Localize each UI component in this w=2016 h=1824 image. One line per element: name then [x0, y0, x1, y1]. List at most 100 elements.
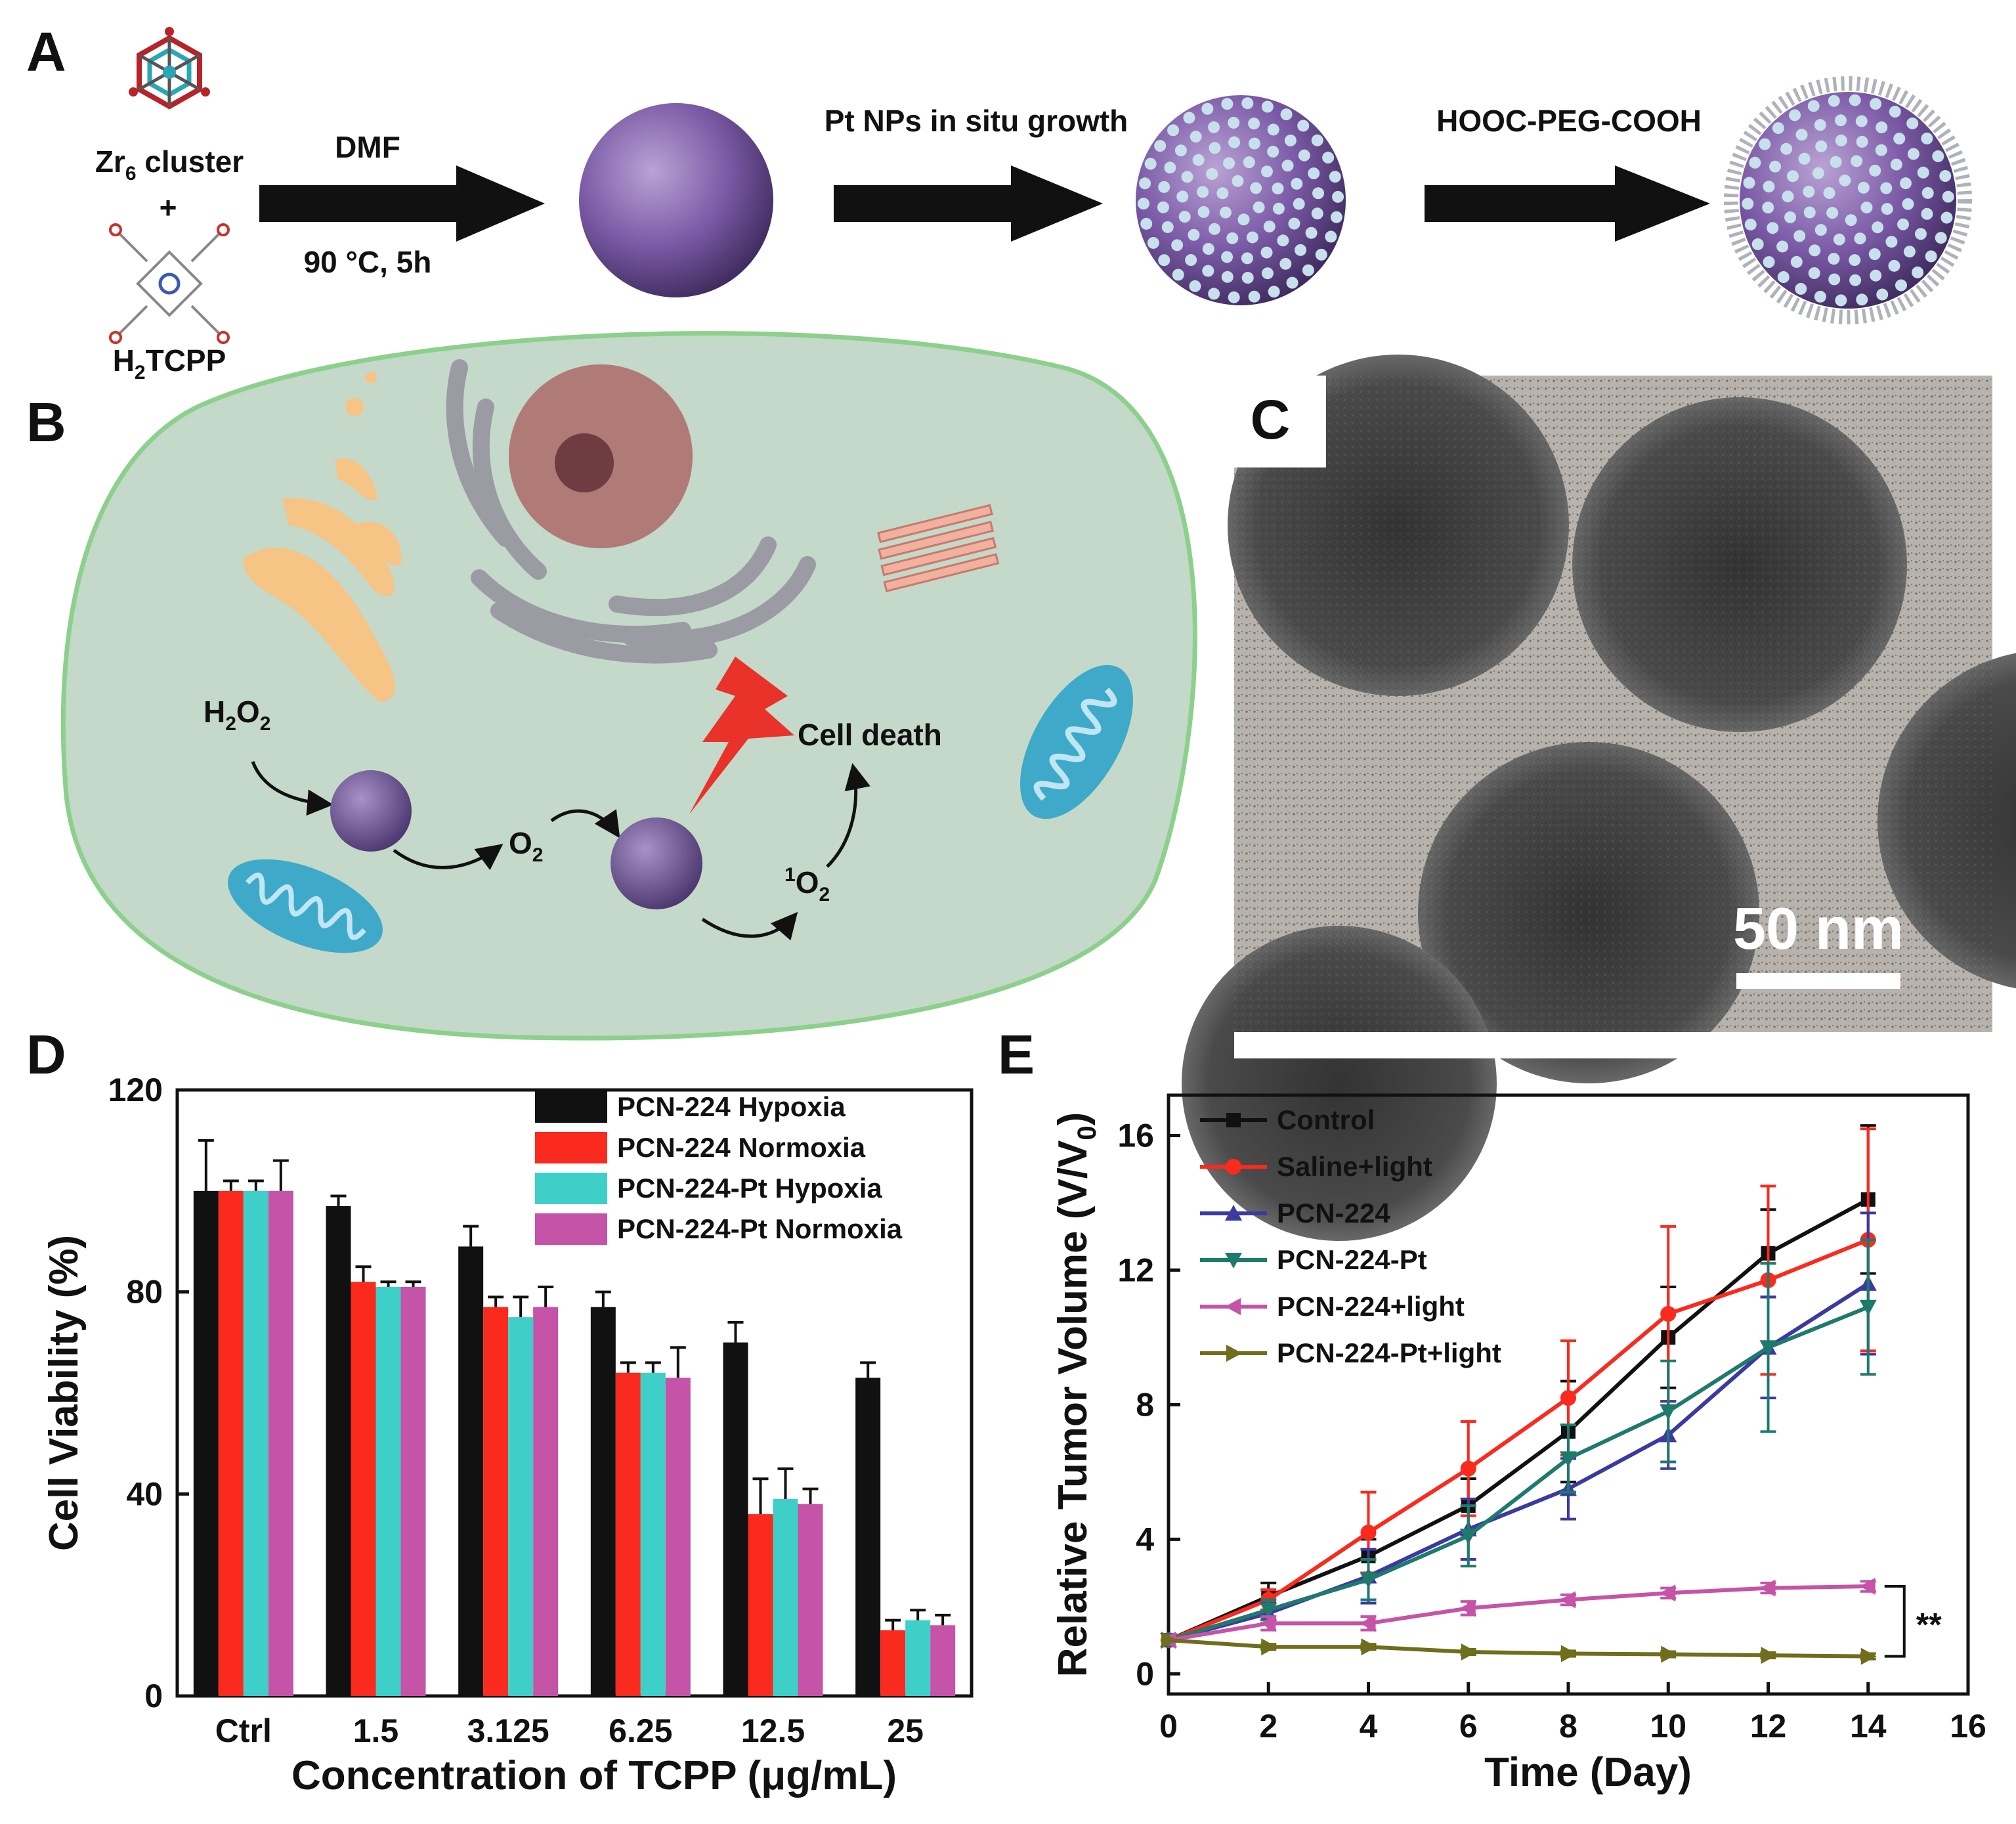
pt-nanoparticle-dot: [1302, 264, 1314, 276]
pt-nanoparticle-dot: [1769, 160, 1782, 173]
legend-swatch: [535, 1132, 607, 1163]
data-point: [1759, 1340, 1777, 1357]
peg-coated-sphere-icon: [1724, 76, 1972, 324]
data-point: [1226, 1159, 1241, 1175]
bar: [640, 1372, 666, 1696]
pt-nanoparticle-dot: [1260, 165, 1273, 178]
data-point: [1226, 1113, 1241, 1127]
panel-b-label: B: [26, 391, 66, 453]
pt-nanoparticle-dot: [1803, 185, 1815, 198]
pt-nanoparticle-dot: [1907, 148, 1919, 160]
pt-nanoparticle-dot: [1749, 156, 1761, 169]
arrow-to-np2: [550, 809, 620, 838]
data-point: [1226, 1345, 1242, 1362]
bar: [798, 1504, 823, 1696]
golgi-icon: [243, 372, 402, 703]
pt-nanoparticle-dot: [1308, 167, 1320, 180]
pt-nanoparticle-dot: [1144, 158, 1157, 170]
x-tick-label: 14: [1850, 1708, 1887, 1745]
pt-nanoparticle-dot: [1830, 156, 1842, 168]
pt-decorated-sphere-icon: [1136, 95, 1346, 305]
pt-nanoparticle-dot: [1219, 206, 1232, 219]
pt-nanoparticle-dot: [1742, 198, 1754, 210]
step1-top-label: DMF: [335, 130, 400, 164]
plot-frame: [175, 1088, 974, 1698]
pt-nanoparticle-dot: [1857, 181, 1870, 194]
data-point: [1661, 1645, 1677, 1663]
pt-nanoparticle-dot: [1250, 182, 1262, 194]
pt-nanoparticle-dot: [1941, 211, 1953, 224]
pt-nanoparticle-dot: [1881, 203, 1893, 215]
pt-nanoparticle-dot: [1795, 129, 1808, 141]
pt-nanoparticle-dot: [1814, 290, 1826, 303]
pt-nanoparticle-dot: [1157, 201, 1169, 213]
pt-nanoparticle-dot: [1202, 265, 1214, 277]
pt-nanoparticle-dot: [1798, 152, 1811, 165]
x-tick-label: 12: [1750, 1708, 1787, 1745]
bar: [268, 1190, 293, 1696]
pt-nanoparticle-dot: [1295, 244, 1307, 256]
pt-nanoparticle-dot: [1835, 134, 1847, 146]
pt-nanoparticle-dot: [1784, 211, 1797, 223]
pt-nanoparticle-dot: [1248, 118, 1260, 130]
legend-label: PCN-224+light: [1277, 1291, 1465, 1322]
pt-nanoparticle-dot: [1759, 138, 1771, 150]
bar: [723, 1342, 748, 1696]
pt-nanoparticle-dot: [1889, 106, 1901, 118]
pt-nanoparticle-dot: [1795, 282, 1807, 295]
pt-nanoparticle-dot: [1888, 259, 1900, 272]
y-tick-label: 0: [1136, 1655, 1154, 1692]
data-point: [1560, 1591, 1576, 1609]
pt-nanoparticle-dot: [1221, 251, 1233, 263]
pt-nanoparticle-dot: [1807, 100, 1820, 112]
pt-nanoparticle-dot: [1763, 256, 1775, 269]
arrow-singlet-o2: [701, 911, 798, 941]
panel-e-label: E: [998, 1024, 1035, 1085]
pt-nanoparticle-dot: [1241, 272, 1254, 284]
pt-nanoparticle-dot: [1767, 222, 1779, 234]
pt-nanoparticle-dot: [1209, 223, 1221, 235]
pt-nanoparticle-dot: [1790, 255, 1803, 268]
legend-label: PCN-224 Normoxia: [617, 1132, 866, 1163]
bar: [458, 1246, 484, 1696]
series-line: [1168, 1282, 1870, 1642]
pt-nanoparticle-dot: [1743, 177, 1755, 189]
y-tick-label: 12: [1117, 1251, 1154, 1288]
pt-nanoparticle-dot: [1312, 187, 1325, 200]
x-tick-label: 4: [1360, 1708, 1378, 1745]
legend-label: PCN-224: [1277, 1198, 1390, 1228]
pt-nanoparticle-dot: [1744, 218, 1757, 230]
pt-nanoparticle-dot: [1860, 202, 1873, 214]
data-point: [1860, 1647, 1877, 1665]
pt-nanoparticle-dot: [1885, 236, 1898, 248]
pt-nanoparticle-dot: [1845, 214, 1857, 227]
light-bolt-icon: [689, 657, 794, 814]
pt-nanoparticle-dot: [1875, 144, 1887, 156]
pt-nanoparticle-dot: [1272, 202, 1285, 215]
pt-nanoparticle-dot: [1139, 177, 1151, 190]
pt-nanoparticle-dot: [1279, 257, 1292, 270]
pt-nanoparticle-dot: [1241, 252, 1253, 265]
scale-bar: [1736, 973, 1900, 989]
data-point: [1660, 1404, 1677, 1420]
pt-nanoparticle-dot: [1158, 181, 1170, 193]
pt-nanoparticle-dot: [1849, 94, 1861, 106]
pt-nanoparticle-dot: [1876, 288, 1889, 301]
pt-nanoparticle-dot: [1315, 248, 1327, 261]
pt-nanoparticle-dot: [1921, 132, 1933, 144]
pt-nanoparticle-dot: [1223, 157, 1235, 169]
pt-nanoparticle-dot: [1248, 137, 1260, 150]
arrow-peg: [1425, 165, 1710, 242]
bar: [218, 1190, 244, 1696]
pt-nanoparticle-dot: [1833, 233, 1845, 246]
bar: [880, 1630, 906, 1696]
legend-label: PCN-224-Pt+light: [1277, 1337, 1501, 1368]
cytoskeleton-icon: [877, 504, 1000, 593]
panel-d-label: D: [26, 1024, 66, 1085]
pt-nanoparticle-dot: [1782, 190, 1794, 203]
pt-nanoparticle-dot: [1803, 206, 1816, 219]
pt-nanoparticle-dot: [1870, 98, 1882, 110]
arrow-h2o2: [251, 761, 333, 816]
x-tick-label: 6.25: [609, 1712, 672, 1749]
